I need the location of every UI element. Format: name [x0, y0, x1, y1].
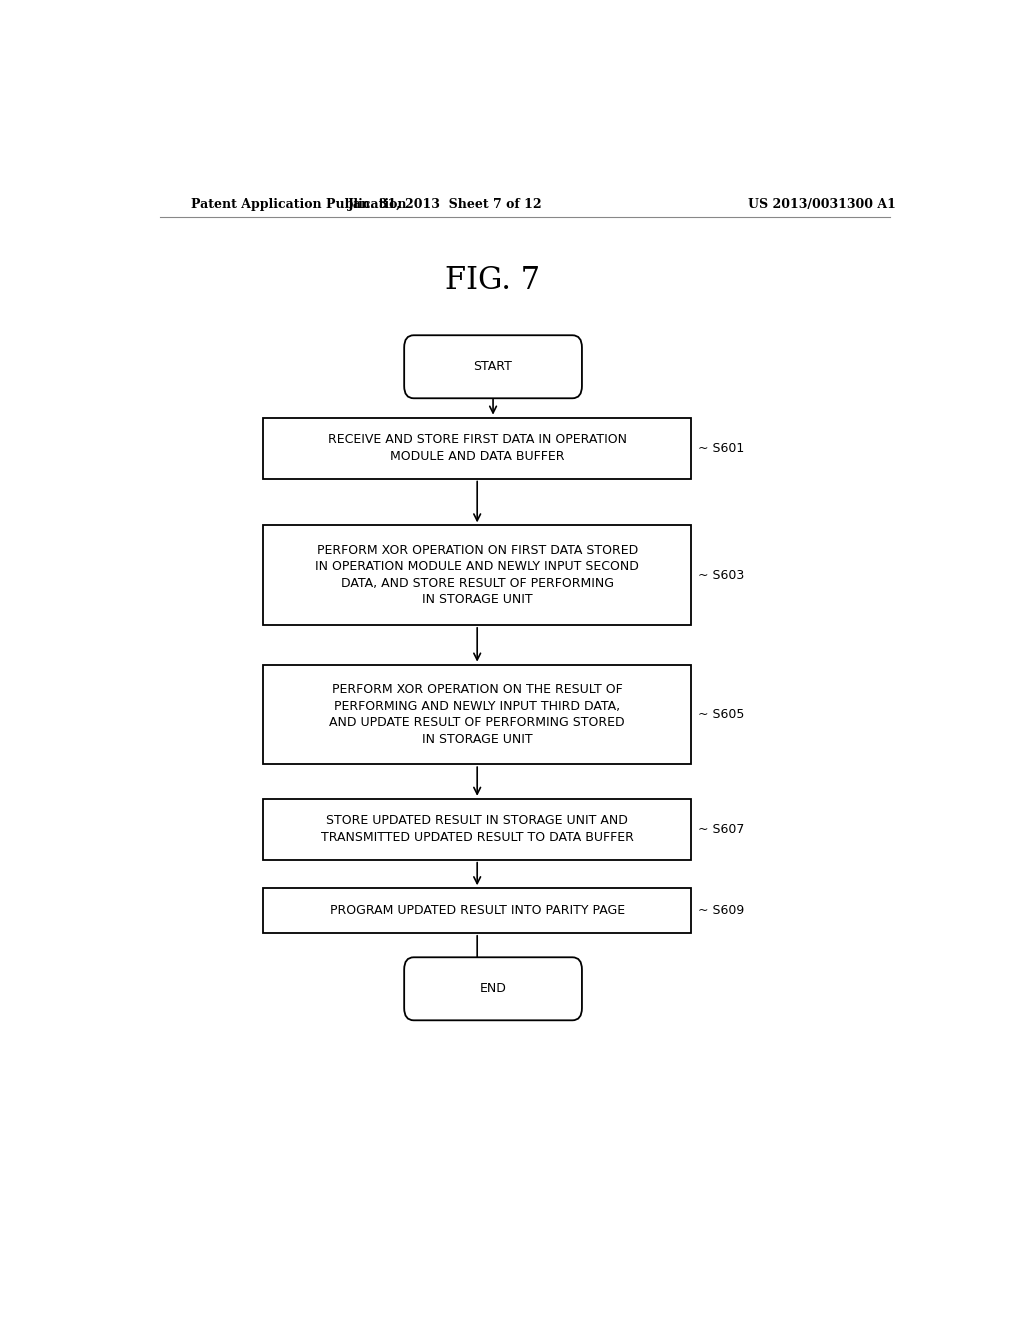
Text: STORE UPDATED RESULT IN STORAGE UNIT AND
TRANSMITTED UPDATED RESULT TO DATA BUFF: STORE UPDATED RESULT IN STORAGE UNIT AND… — [321, 814, 634, 843]
Text: START: START — [474, 360, 512, 374]
FancyBboxPatch shape — [404, 957, 582, 1020]
Text: PERFORM XOR OPERATION ON THE RESULT OF
PERFORMING AND NEWLY INPUT THIRD DATA,
AN: PERFORM XOR OPERATION ON THE RESULT OF P… — [330, 684, 625, 746]
FancyBboxPatch shape — [263, 417, 691, 479]
FancyBboxPatch shape — [263, 888, 691, 933]
Text: PROGRAM UPDATED RESULT INTO PARITY PAGE: PROGRAM UPDATED RESULT INTO PARITY PAGE — [330, 904, 625, 917]
Text: END: END — [479, 982, 507, 995]
Text: FIG. 7: FIG. 7 — [445, 265, 541, 296]
Text: Patent Application Publication: Patent Application Publication — [191, 198, 407, 211]
Text: PERFORM XOR OPERATION ON FIRST DATA STORED
IN OPERATION MODULE AND NEWLY INPUT S: PERFORM XOR OPERATION ON FIRST DATA STOR… — [315, 544, 639, 606]
Text: RECEIVE AND STORE FIRST DATA IN OPERATION
MODULE AND DATA BUFFER: RECEIVE AND STORE FIRST DATA IN OPERATIO… — [328, 433, 627, 463]
Text: ~ S603: ~ S603 — [697, 569, 744, 582]
FancyBboxPatch shape — [404, 335, 582, 399]
Text: US 2013/0031300 A1: US 2013/0031300 A1 — [749, 198, 896, 211]
Text: ~ S607: ~ S607 — [697, 822, 744, 836]
Text: ~ S601: ~ S601 — [697, 442, 744, 454]
Text: ~ S609: ~ S609 — [697, 904, 744, 917]
Text: ~ S605: ~ S605 — [697, 708, 744, 721]
FancyBboxPatch shape — [263, 525, 691, 624]
FancyBboxPatch shape — [263, 664, 691, 764]
FancyBboxPatch shape — [263, 799, 691, 859]
Text: Jan. 31, 2013  Sheet 7 of 12: Jan. 31, 2013 Sheet 7 of 12 — [348, 198, 543, 211]
